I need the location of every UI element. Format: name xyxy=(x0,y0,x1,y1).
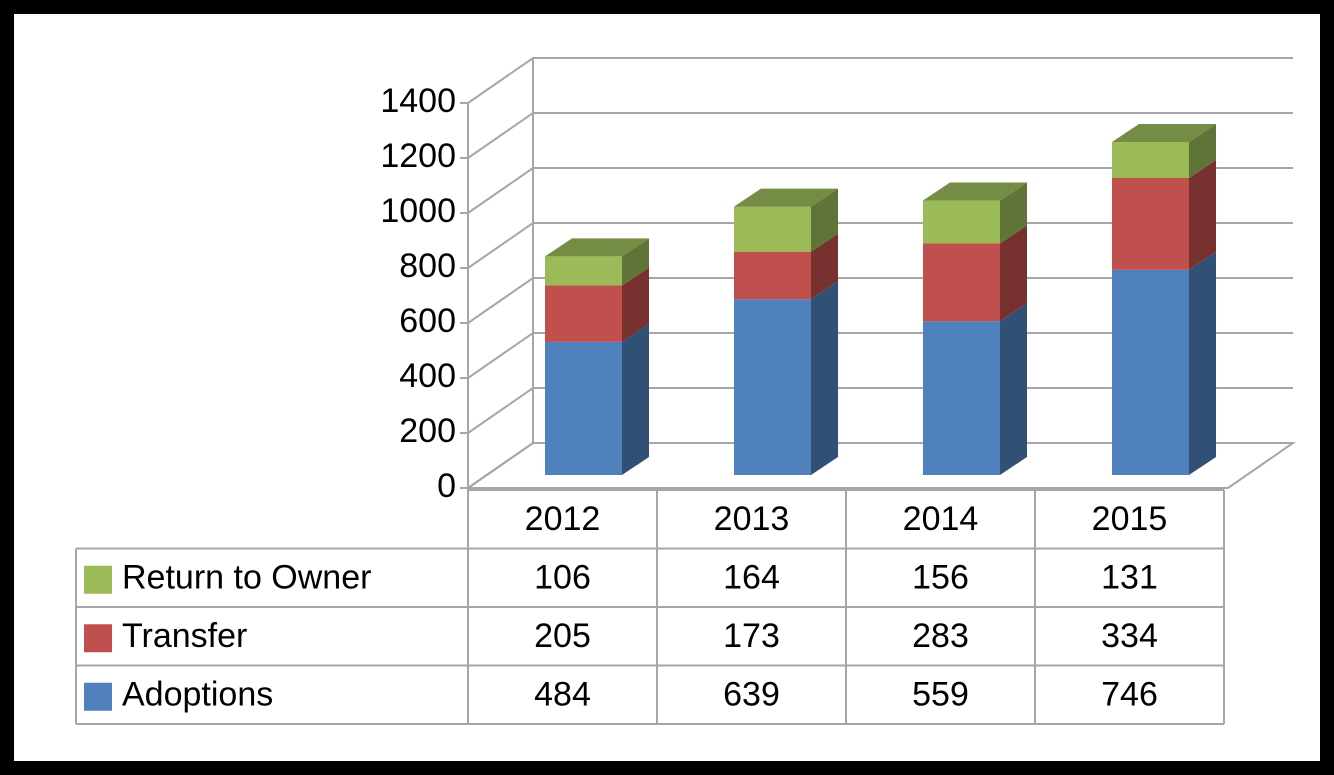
grid-line xyxy=(467,442,1293,489)
bar-side xyxy=(622,323,649,475)
bar-front xyxy=(734,206,811,252)
grid-line xyxy=(467,387,1293,434)
bar-front xyxy=(1112,269,1189,475)
bar-top xyxy=(1112,123,1216,142)
bar-front xyxy=(1112,141,1189,178)
y-tick-label: 1000 xyxy=(380,192,456,230)
table-value: 205 xyxy=(534,617,591,655)
bar-top xyxy=(545,238,649,257)
table-value: 334 xyxy=(1101,617,1158,655)
bar-side xyxy=(1189,160,1216,270)
bar-front xyxy=(923,321,1000,475)
table-value: 106 xyxy=(534,559,591,597)
x-tick-label: 2013 xyxy=(714,500,790,538)
bar-front xyxy=(545,256,622,286)
y-tick-label: 1400 xyxy=(380,82,456,120)
bar-side xyxy=(1189,123,1216,178)
table-value: 283 xyxy=(912,617,969,655)
bar-front xyxy=(545,285,622,342)
grid-line xyxy=(467,167,1293,214)
x-tick-label: 2012 xyxy=(525,500,601,538)
legend-label: Transfer xyxy=(122,617,247,655)
legend-swatch xyxy=(84,624,112,653)
bar-side xyxy=(811,281,838,475)
bar-front xyxy=(734,299,811,475)
grid-line xyxy=(467,332,1293,379)
y-tick-label: 0 xyxy=(437,467,456,505)
bar-front xyxy=(734,251,811,300)
grid-line xyxy=(467,222,1293,269)
bar-front xyxy=(1112,178,1189,270)
bar-side xyxy=(622,267,649,342)
table-value: 746 xyxy=(1101,676,1158,714)
grid-line xyxy=(467,277,1293,324)
grid-line xyxy=(467,112,1293,159)
bar-side xyxy=(1000,303,1027,475)
legend-label: Return to Owner xyxy=(122,559,371,597)
bar-side xyxy=(622,238,649,286)
bar-top xyxy=(923,182,1027,201)
table-value: 131 xyxy=(1101,559,1158,597)
bar-side xyxy=(1189,251,1216,475)
bar-side xyxy=(811,188,838,252)
legend-swatch xyxy=(84,565,112,594)
bar-front xyxy=(923,200,1000,244)
y-tick-label: 800 xyxy=(399,247,456,285)
y-tick-label: 400 xyxy=(399,357,456,395)
bar-front xyxy=(923,243,1000,322)
y-tick-label: 200 xyxy=(399,412,456,450)
table-value: 164 xyxy=(723,559,780,597)
x-tick-label: 2015 xyxy=(1092,500,1168,538)
legend-swatch xyxy=(84,682,112,711)
table-value: 484 xyxy=(534,676,591,714)
bar-side xyxy=(1000,182,1027,244)
y-tick-label: 600 xyxy=(399,302,456,340)
grid-line xyxy=(467,57,1293,104)
bar-side xyxy=(1000,225,1027,322)
bar-front xyxy=(545,341,622,475)
legend-label: Adoptions xyxy=(122,676,273,714)
bar-side xyxy=(811,233,838,300)
table-value: 559 xyxy=(912,676,969,714)
bar-top xyxy=(734,188,838,207)
table-value: 156 xyxy=(912,559,969,597)
table-value: 173 xyxy=(723,617,780,655)
x-tick-label: 2014 xyxy=(903,500,979,538)
table-value: 639 xyxy=(723,676,780,714)
y-tick-label: 1200 xyxy=(380,137,456,175)
